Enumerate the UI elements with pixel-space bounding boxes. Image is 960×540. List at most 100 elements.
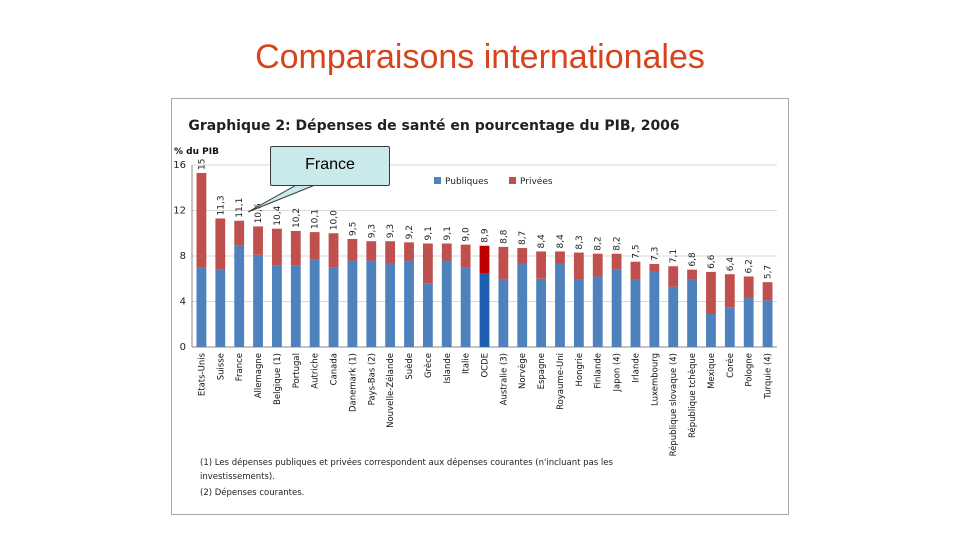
bar-publiques [460, 267, 471, 347]
category-label: Suède [404, 353, 415, 380]
value-label: 8,4 [537, 234, 547, 249]
category-label: Finlande [594, 353, 604, 389]
bar-publiques [743, 298, 754, 347]
value-label: 8,9 [481, 228, 491, 243]
category-label: Irlande [631, 353, 641, 383]
bar-publiques [290, 265, 301, 347]
bar-publiques [366, 260, 377, 347]
category-label: Pologne [745, 353, 755, 387]
bar-publiques [309, 259, 320, 347]
bar-publiques [517, 263, 528, 347]
category-label: Autriche [311, 353, 321, 389]
category-label: République slovaque (4) [668, 353, 679, 456]
bar-privees [498, 246, 509, 280]
bar-publiques [422, 283, 433, 347]
value-label: 9,5 [348, 222, 358, 236]
category-label: Etats-Unis [197, 352, 207, 396]
category-label: Hongrie [575, 353, 585, 386]
bar-privees [441, 243, 452, 261]
legend-swatch-privees [509, 177, 516, 184]
bar-publiques [479, 273, 490, 347]
note-1: (1) Les dépenses publiques et privées co… [200, 457, 613, 468]
bar-privees [687, 269, 697, 280]
bar-privees [630, 261, 641, 280]
bar-publiques [573, 279, 584, 347]
category-label: OCDE [481, 353, 491, 378]
bar-privees [762, 282, 773, 301]
bar-privees [611, 253, 622, 270]
value-label: 11,1 [235, 198, 245, 218]
bar-publiques [762, 300, 773, 347]
value-label: 10,2 [292, 208, 302, 228]
france-callout: France [270, 146, 390, 186]
bar-privees [347, 238, 358, 261]
category-label: Danemark (1) [348, 353, 358, 412]
category-label: Luxembourg [650, 353, 660, 406]
value-label: 8,7 [518, 231, 528, 245]
value-label: 9,1 [424, 226, 434, 240]
category-label: Nouvelle-Zélande [385, 353, 396, 428]
y-tick-label: 16 [173, 160, 186, 171]
category-label: République tchèque [687, 353, 698, 438]
category-label: Corée [725, 353, 736, 378]
bar-publiques [328, 267, 339, 347]
legend-swatch-publiques [434, 177, 441, 184]
slide-title: Comparaisons internationales [255, 38, 705, 76]
bar-privees [536, 251, 547, 279]
bar-privees [196, 172, 207, 268]
bar-privees [479, 245, 490, 274]
callout-tail [247, 182, 321, 213]
value-label: 8,2 [594, 236, 604, 250]
value-label: 10,1 [311, 209, 321, 229]
category-label: Belgique (1) [273, 353, 283, 405]
y-tick-label: 4 [180, 297, 186, 308]
bar-publiques [630, 279, 641, 347]
category-label: Allemagne [254, 353, 264, 398]
category-label: Australie (3) [499, 353, 509, 405]
bar-publiques [611, 269, 622, 347]
value-label: 6,6 [707, 254, 717, 269]
value-label: 8,8 [499, 229, 509, 244]
value-label: 9,3 [367, 224, 377, 238]
value-label: 7,3 [650, 247, 660, 261]
bar-privees [290, 230, 301, 266]
bar-privees [253, 226, 263, 255]
note-3: (2) Dépenses courantes. [200, 487, 304, 498]
category-label: Grèce [423, 353, 434, 378]
bar-publiques [555, 263, 565, 347]
value-label: 5,7 [764, 265, 774, 279]
chart-title: Graphique 2: Dépenses de santé en pource… [188, 118, 679, 134]
bar-publiques [724, 307, 735, 347]
bar-privees [706, 271, 716, 315]
category-label: Turquie (4) [764, 353, 774, 400]
value-label: 10,0 [330, 210, 340, 230]
bar-publiques [196, 267, 207, 347]
value-label: 6,8 [688, 252, 698, 267]
bar-privees [404, 242, 414, 261]
value-label: 6,4 [726, 257, 736, 272]
value-label: 11,3 [216, 195, 226, 215]
category-label: Canada [330, 353, 340, 385]
bar-privees [272, 228, 282, 266]
y-axis-label: % du PIB [174, 147, 219, 157]
value-label: 15 [197, 159, 207, 170]
y-tick-label: 12 [173, 206, 186, 217]
category-label: Islande [443, 353, 453, 384]
bar-publiques [272, 265, 282, 347]
value-label: 7,5 [631, 244, 641, 258]
bar-privees [668, 266, 679, 287]
value-label: 8,4 [556, 234, 566, 249]
bar-privees [366, 241, 377, 261]
category-label: Suisse [216, 353, 226, 380]
bar-publiques [347, 260, 358, 347]
category-label: France [235, 353, 245, 381]
category-label: Pays-Bas (2) [367, 353, 377, 405]
bar-publiques [649, 271, 660, 347]
value-label: 9,2 [405, 225, 415, 239]
value-label: 9,1 [443, 226, 453, 240]
value-label: 8,3 [575, 235, 585, 249]
value-label: 10,4 [273, 205, 283, 225]
value-label: 8,2 [613, 236, 623, 250]
bar-privees [460, 244, 471, 268]
